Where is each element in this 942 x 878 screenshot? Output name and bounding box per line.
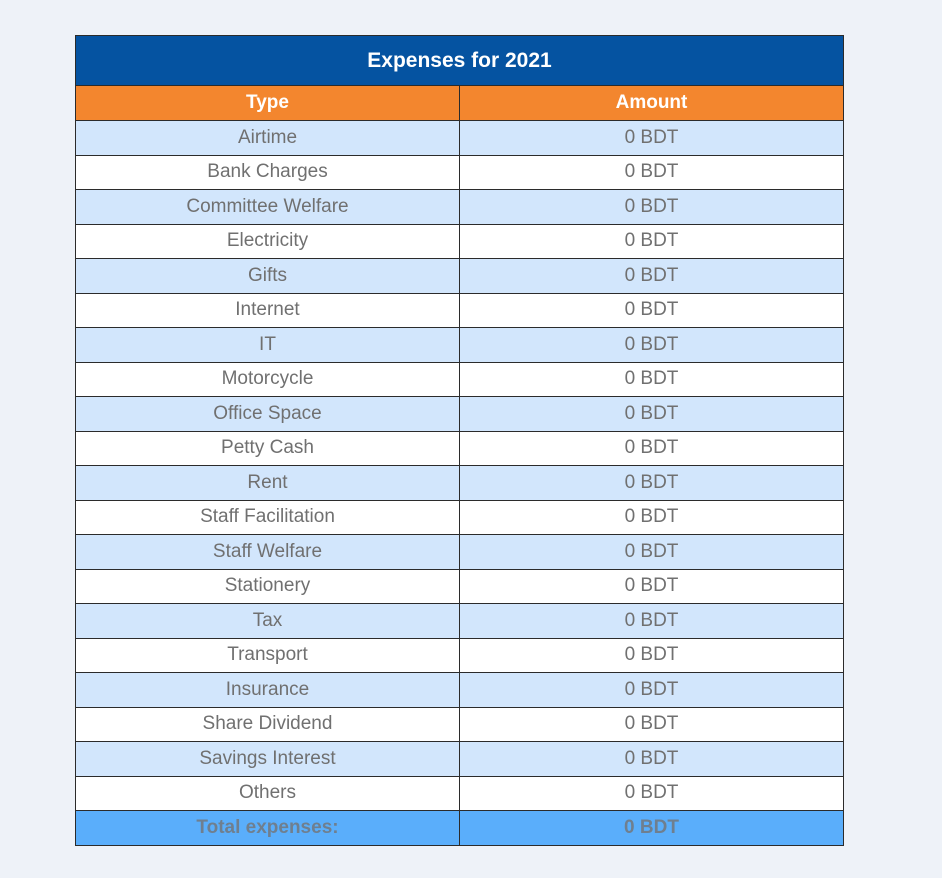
table-row: Tax 0 BDT <box>75 603 844 639</box>
table-title: Expenses for 2021 <box>75 35 844 86</box>
table-row: Bank Charges 0 BDT <box>75 154 844 190</box>
table-row: Gifts 0 BDT <box>75 258 844 294</box>
expense-amount-cell: 0 BDT <box>459 603 844 639</box>
table-row: Electricity 0 BDT <box>75 223 844 259</box>
column-header-amount: Amount <box>459 85 844 121</box>
expense-amount-cell: 0 BDT <box>459 292 844 328</box>
expense-type-cell: Savings Interest <box>75 741 460 777</box>
table-row: Share Dividend 0 BDT <box>75 706 844 742</box>
expense-type-cell: Committee Welfare <box>75 189 460 225</box>
expense-type-cell: Insurance <box>75 672 460 708</box>
table-row: Rent 0 BDT <box>75 465 844 501</box>
column-header-type: Type <box>75 85 460 121</box>
expense-amount-cell: 0 BDT <box>459 361 844 397</box>
expense-amount-cell: 0 BDT <box>459 775 844 811</box>
expense-type-cell: Motorcycle <box>75 361 460 397</box>
expense-amount-cell: 0 BDT <box>459 637 844 673</box>
expense-amount-cell: 0 BDT <box>459 258 844 294</box>
expenses-table: Expenses for 2021 Type Amount Airtime 0 B… <box>75 35 844 846</box>
expense-type-cell: Petty Cash <box>75 430 460 466</box>
table-row: Stationery 0 BDT <box>75 568 844 604</box>
expense-type-cell: Bank Charges <box>75 154 460 190</box>
expense-amount-cell: 0 BDT <box>459 672 844 708</box>
expense-amount-cell: 0 BDT <box>459 499 844 535</box>
expense-type-cell: Others <box>75 775 460 811</box>
expense-amount-cell: 0 BDT <box>459 327 844 363</box>
expense-amount-cell: 0 BDT <box>459 465 844 501</box>
expense-type-cell: Office Space <box>75 396 460 432</box>
table-row: Office Space 0 BDT <box>75 396 844 432</box>
table-body: Airtime 0 BDT Bank Charges 0 BDT Committee W… <box>75 120 844 811</box>
table-row: Committee Welfare 0 BDT <box>75 189 844 225</box>
expense-type-cell: Staff Facilitation <box>75 499 460 535</box>
total-row: Total expenses: 0 BDT <box>75 810 844 846</box>
expense-type-cell: Rent <box>75 465 460 501</box>
expense-amount-cell: 0 BDT <box>459 396 844 432</box>
expense-amount-cell: 0 BDT <box>459 741 844 777</box>
expense-type-cell: Tax <box>75 603 460 639</box>
table-row: Staff Facilitation 0 BDT <box>75 499 844 535</box>
expense-amount-cell: 0 BDT <box>459 223 844 259</box>
expense-amount-cell: 0 BDT <box>459 430 844 466</box>
expense-type-cell: Staff Welfare <box>75 534 460 570</box>
total-label: Total expenses: <box>75 810 460 846</box>
expense-type-cell: Airtime <box>75 120 460 156</box>
table-row: Internet 0 BDT <box>75 292 844 328</box>
expenses-table-container: Expenses for 2021 Type Amount Airtime 0 B… <box>75 35 844 846</box>
expense-amount-cell: 0 BDT <box>459 189 844 225</box>
table-row: Motorcycle 0 BDT <box>75 361 844 397</box>
table-row: Insurance 0 BDT <box>75 672 844 708</box>
table-row: IT 0 BDT <box>75 327 844 363</box>
table-row: Petty Cash 0 BDT <box>75 430 844 466</box>
expense-type-cell: Share Dividend <box>75 706 460 742</box>
expense-type-cell: IT <box>75 327 460 363</box>
table-row: Transport 0 BDT <box>75 637 844 673</box>
total-amount: 0 BDT <box>459 810 844 846</box>
expense-amount-cell: 0 BDT <box>459 706 844 742</box>
table-row: Staff Welfare 0 BDT <box>75 534 844 570</box>
expense-amount-cell: 0 BDT <box>459 534 844 570</box>
table-row: Others 0 BDT <box>75 775 844 811</box>
expense-type-cell: Electricity <box>75 223 460 259</box>
expense-type-cell: Gifts <box>75 258 460 294</box>
expense-amount-cell: 0 BDT <box>459 120 844 156</box>
expense-type-cell: Stationery <box>75 568 460 604</box>
table-row: Airtime 0 BDT <box>75 120 844 156</box>
expense-type-cell: Internet <box>75 292 460 328</box>
table-row: Savings Interest 0 BDT <box>75 741 844 777</box>
expense-amount-cell: 0 BDT <box>459 568 844 604</box>
expense-amount-cell: 0 BDT <box>459 154 844 190</box>
expense-type-cell: Transport <box>75 637 460 673</box>
